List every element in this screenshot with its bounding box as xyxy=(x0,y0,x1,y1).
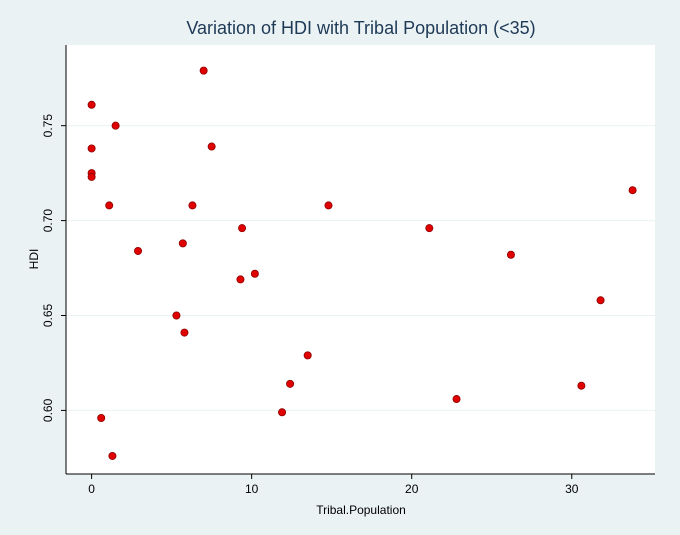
x-tick-label-1: 10 xyxy=(245,482,259,496)
data-point-3 xyxy=(87,172,96,181)
data-point-15 xyxy=(236,275,245,284)
data-point-0 xyxy=(87,100,96,109)
data-point-26 xyxy=(596,296,605,305)
data-point-12 xyxy=(188,201,197,210)
data-point-9 xyxy=(172,311,181,320)
data-point-17 xyxy=(250,269,259,278)
y-tick-label-0: 0.60 xyxy=(41,398,55,422)
data-point-1 xyxy=(87,144,96,153)
data-point-4 xyxy=(97,414,106,423)
chart-title: Variation of HDI with Tribal Population … xyxy=(186,18,535,38)
tick-labels: 0 10 20 30 0.60 0.65 0.70 0.75 xyxy=(41,114,579,496)
y-tick-label-3: 0.75 xyxy=(41,114,55,138)
y-axis-label: HDI xyxy=(27,249,41,270)
data-point-19 xyxy=(286,379,295,388)
data-point-11 xyxy=(180,328,189,337)
data-point-21 xyxy=(324,201,333,210)
data-point-18 xyxy=(278,408,287,417)
data-point-16 xyxy=(238,224,247,233)
data-point-8 xyxy=(134,246,143,255)
axes xyxy=(65,45,655,475)
x-tick-label-2: 20 xyxy=(405,482,419,496)
data-point-7 xyxy=(111,121,120,130)
data-point-14 xyxy=(207,142,216,151)
data-point-6 xyxy=(108,451,117,460)
x-tick-label-0: 0 xyxy=(88,482,95,496)
data-points xyxy=(87,66,637,460)
data-point-10 xyxy=(178,239,187,248)
y-tick-label-1: 0.65 xyxy=(41,303,55,327)
data-point-27 xyxy=(628,186,637,195)
data-point-20 xyxy=(303,351,312,360)
data-point-25 xyxy=(577,381,586,390)
data-point-24 xyxy=(506,250,515,259)
data-point-13 xyxy=(199,66,208,75)
y-tick-label-2: 0.70 xyxy=(41,209,55,233)
grid-lines xyxy=(66,125,655,411)
plot-area xyxy=(66,45,655,474)
data-point-23 xyxy=(452,395,461,404)
x-tick-label-3: 30 xyxy=(565,482,579,496)
data-point-5 xyxy=(105,201,114,210)
x-axis-label: Tribal.Population xyxy=(316,503,406,517)
data-point-22 xyxy=(425,224,434,233)
